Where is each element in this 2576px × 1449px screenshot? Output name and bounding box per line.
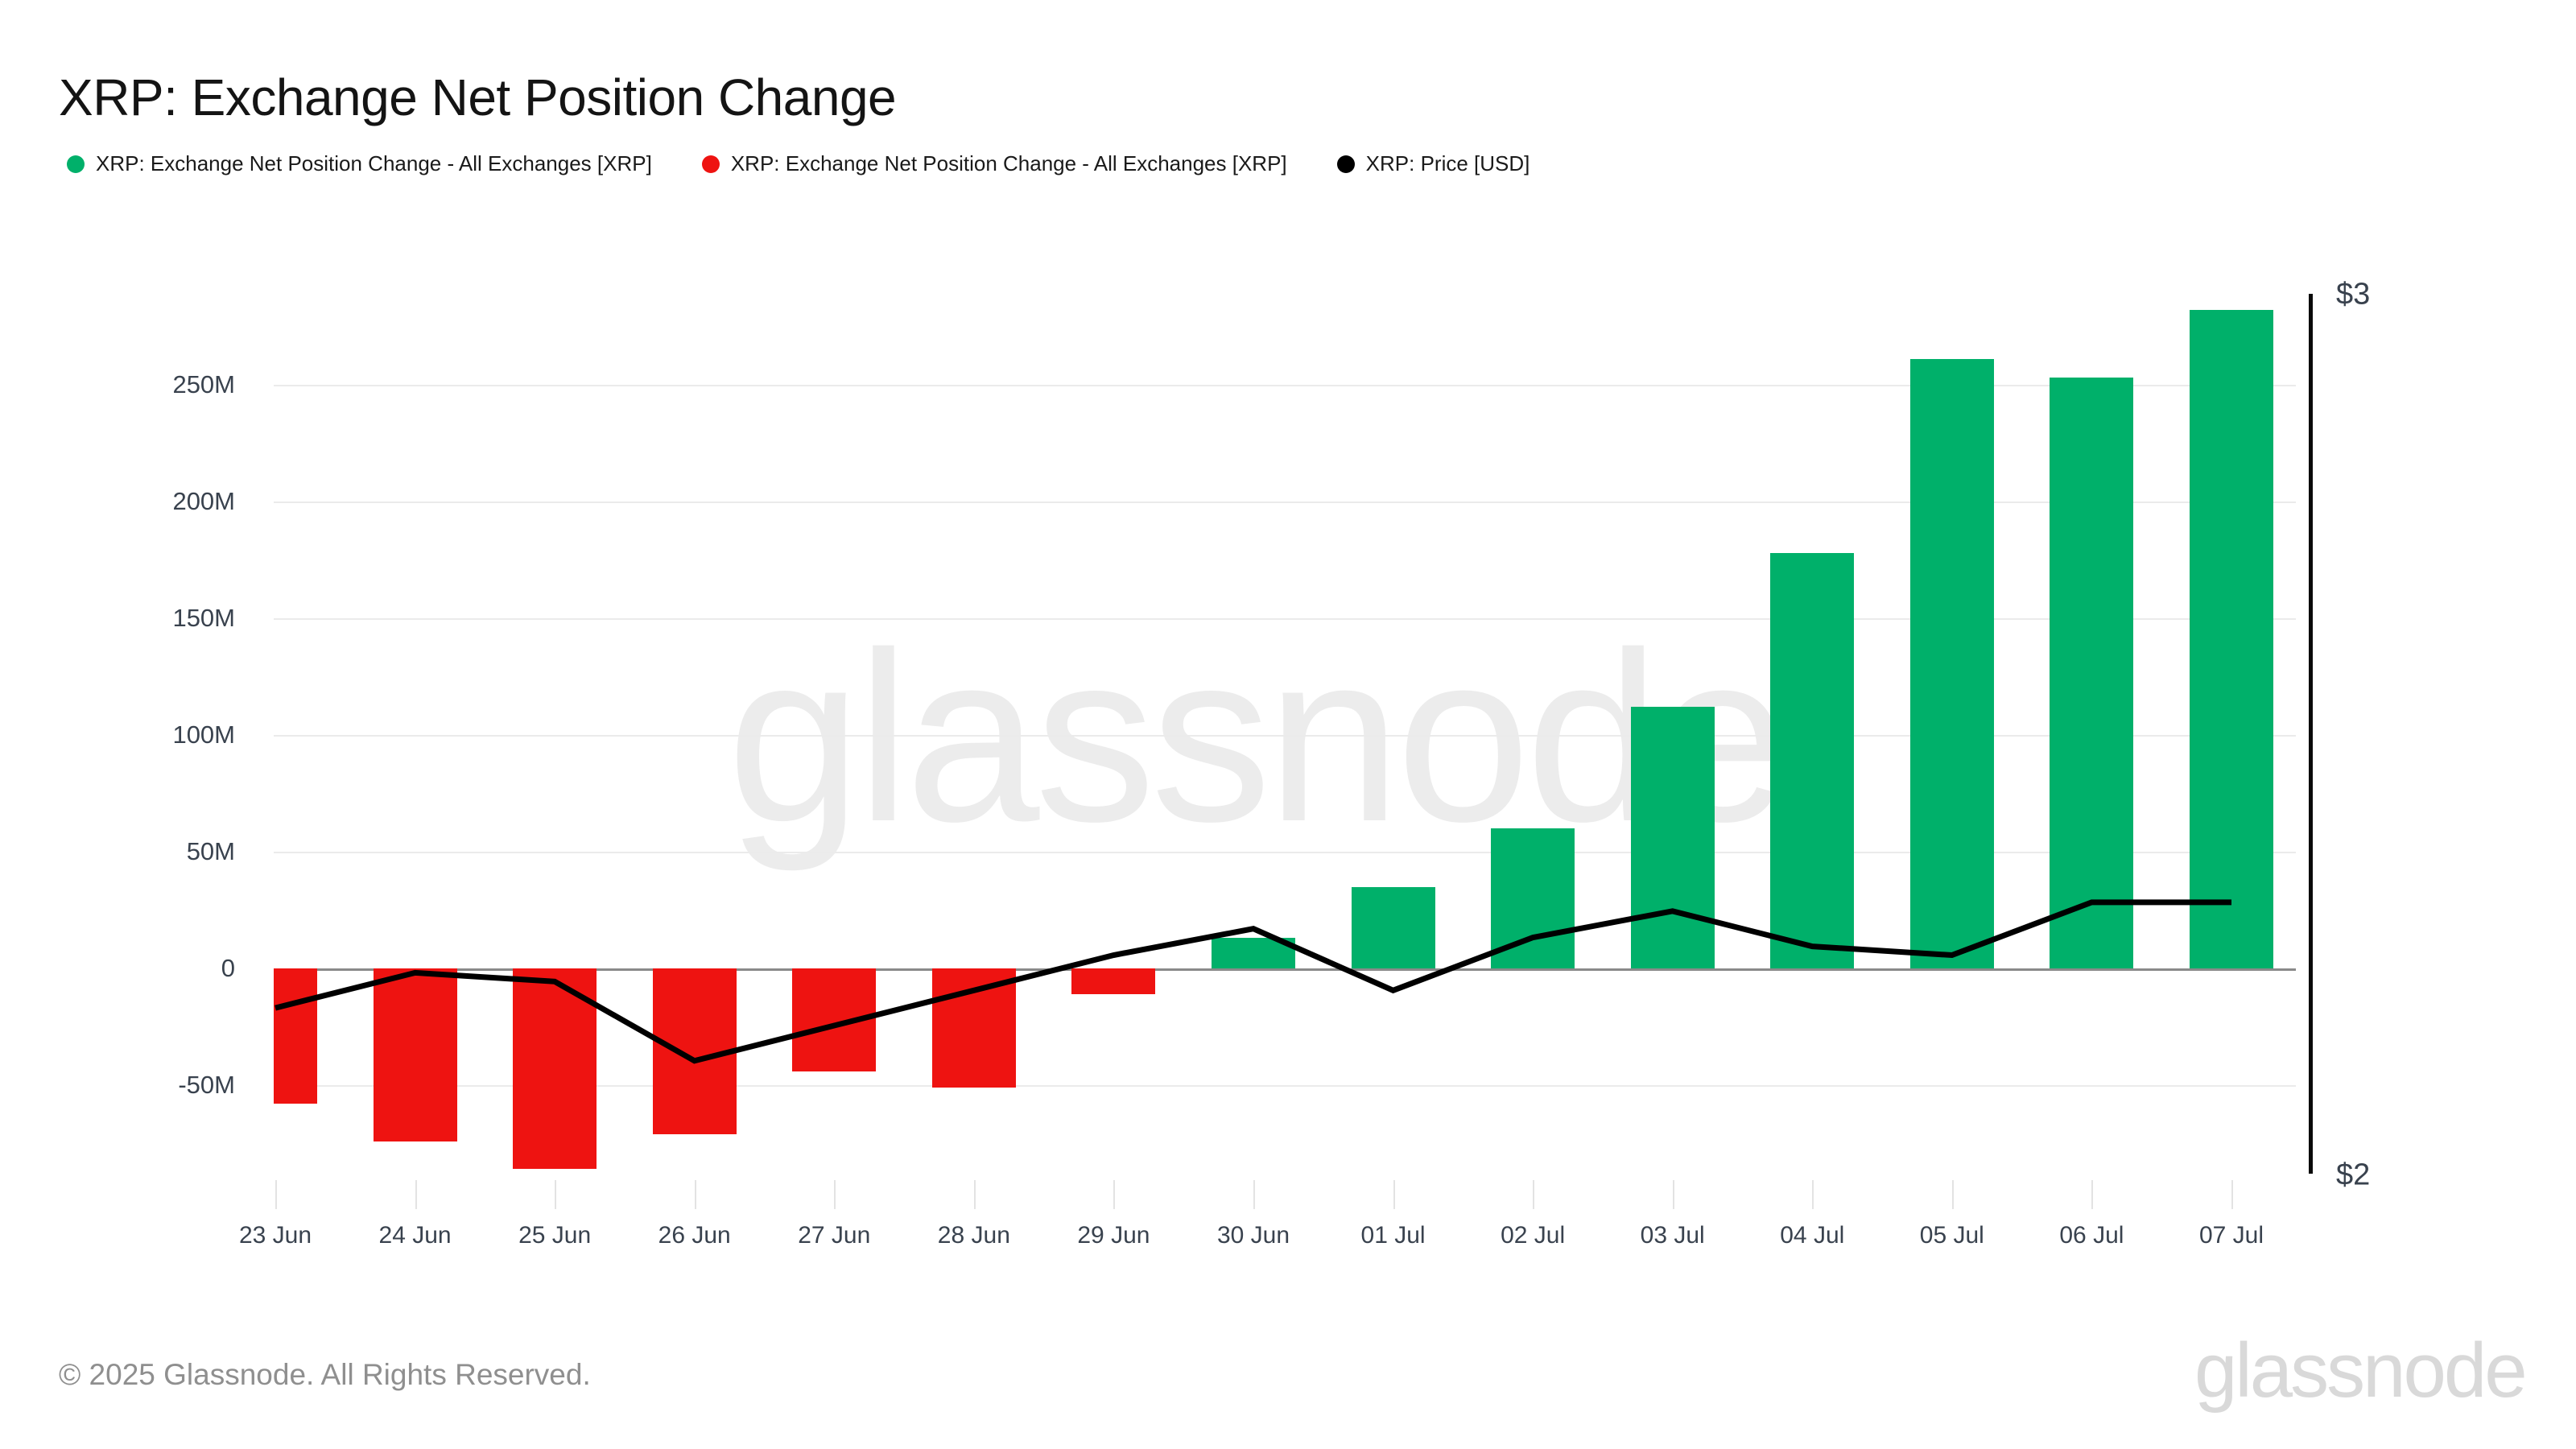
x-axis-tick-label: 04 Jul — [1780, 1222, 1845, 1249]
x-axis-tick — [1812, 1180, 1814, 1209]
y-axis-tick-label: 150M — [172, 604, 235, 632]
x-axis-tick — [694, 1180, 696, 1209]
gridline — [274, 618, 2296, 620]
gridline — [274, 385, 2296, 386]
y-axis-tick-label: 0 — [221, 954, 235, 982]
green-dot-icon — [67, 155, 85, 173]
x-axis-tick-label: 28 Jun — [937, 1222, 1010, 1249]
price-axis-tick-label: $3 — [2336, 277, 2371, 312]
y-axis-tick-label: -50M — [178, 1071, 235, 1099]
x-axis-tick — [1533, 1180, 1535, 1209]
gridline — [274, 735, 2296, 737]
x-axis-tick — [555, 1180, 557, 1209]
x-axis-tick-label: 07 Jul — [2198, 1222, 2264, 1249]
x-axis-tick — [1253, 1180, 1255, 1209]
x-axis-tick — [973, 1180, 976, 1209]
x-axis-tick — [415, 1180, 417, 1209]
x-axis-tick-label: 03 Jul — [1640, 1222, 1705, 1249]
price-axis-tick-label: $2 — [2336, 1158, 2371, 1192]
x-axis-tick-label: 27 Jun — [798, 1222, 871, 1249]
bar-05-jul[interactable] — [1909, 359, 1994, 968]
bar-01-jul[interactable] — [1351, 886, 1435, 968]
x-axis-tick-label: 02 Jul — [1501, 1222, 1566, 1249]
x-axis-tick — [1951, 1180, 1954, 1209]
glassnode-watermark: glassnode — [727, 601, 1790, 872]
x-axis-tick — [275, 1180, 277, 1209]
x-axis-tick — [2231, 1180, 2233, 1209]
black-dot-icon — [1336, 155, 1355, 173]
y-axis-tick-label: 50M — [186, 837, 235, 865]
bar-23-jun[interactable] — [274, 968, 317, 1104]
bar-29-jun[interactable] — [1071, 968, 1156, 994]
x-axis-tick — [1393, 1180, 1395, 1209]
legend: XRP: Exchange Net Position Change - All … — [67, 151, 1530, 176]
y-axis-tick-label: 200M — [172, 487, 235, 515]
price-line — [275, 899, 2231, 1064]
x-axis-tick-label: 06 Jul — [2059, 1222, 2124, 1249]
gridline — [274, 1085, 2296, 1087]
y-axis-tick-label: 250M — [172, 370, 235, 398]
page-title: XRP: Exchange Net Position Change — [59, 68, 897, 126]
legend-item-net-position-positive[interactable]: XRP: Exchange Net Position Change - All … — [67, 151, 652, 176]
x-axis-tick-label: 29 Jun — [1077, 1222, 1150, 1249]
bar-25-jun[interactable] — [513, 968, 597, 1170]
x-axis-tick — [2091, 1180, 2094, 1209]
legend-item-price[interactable]: XRP: Price [USD] — [1336, 151, 1530, 176]
bar-03-jul[interactable] — [1630, 707, 1715, 968]
price-axis-line — [2309, 294, 2313, 1174]
x-axis-tick — [1113, 1180, 1116, 1209]
x-axis-tick — [834, 1180, 836, 1209]
gridline — [274, 852, 2296, 853]
x-axis-tick-label: 23 Jun — [238, 1222, 312, 1249]
zero-gridline — [274, 968, 2296, 971]
bar-04-jul[interactable] — [1770, 552, 1855, 968]
gridline — [274, 502, 2296, 503]
copyright-text: © 2025 Glassnode. All Rights Reserved. — [59, 1358, 591, 1391]
bar-24-jun[interactable] — [373, 968, 457, 1141]
x-axis-tick-label: 01 Jul — [1360, 1222, 1426, 1249]
x-axis-tick-label: 05 Jul — [1919, 1222, 1984, 1249]
legend-label: XRP: Price [USD] — [1365, 151, 1530, 175]
x-axis-tick-label: 30 Jun — [1216, 1222, 1290, 1249]
price-line-chart — [275, 899, 2231, 1064]
legend-label: XRP: Exchange Net Position Change - All … — [730, 151, 1287, 175]
x-axis-tick — [1672, 1180, 1674, 1209]
x-axis-tick-label: 25 Jun — [518, 1222, 592, 1249]
glassnode-logo: glassnode — [2194, 1327, 2528, 1414]
red-dot-icon — [701, 155, 720, 173]
plot-area — [274, 242, 2296, 1175]
bar-06-jul[interactable] — [2050, 378, 2134, 968]
x-axis-tick-label: 26 Jun — [658, 1222, 731, 1249]
bar-07-jul[interactable] — [2189, 310, 2273, 968]
x-axis-tick-label: 24 Jun — [378, 1222, 452, 1249]
y-axis-tick-label: 100M — [172, 720, 235, 749]
legend-label: XRP: Exchange Net Position Change - All … — [96, 151, 652, 175]
legend-item-net-position-negative[interactable]: XRP: Exchange Net Position Change - All … — [701, 151, 1287, 176]
